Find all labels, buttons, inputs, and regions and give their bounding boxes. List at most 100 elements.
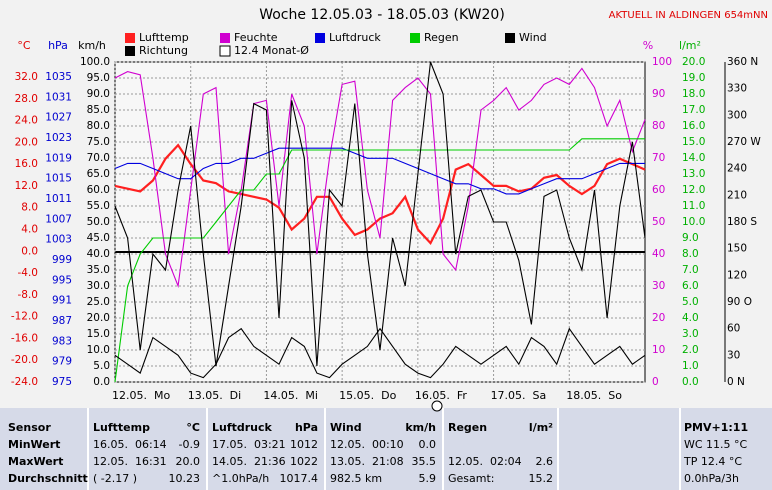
y-tick-label: 300 xyxy=(727,109,747,121)
y-tick-label: 75.0 xyxy=(87,136,110,148)
y-tick-label: 1027 xyxy=(45,112,72,124)
y-tick-label: 30 xyxy=(727,349,740,361)
table-cell: 1012 xyxy=(290,438,318,451)
y-tick-label: 19.0 xyxy=(682,72,705,84)
y-tick-label: 50.0 xyxy=(87,216,110,228)
table-cell: 13.05. 21:08 xyxy=(330,455,404,468)
y-tick-label: 0.0 xyxy=(93,376,110,388)
legend-swatch xyxy=(219,45,231,57)
y-tick-label: 20 xyxy=(652,312,665,324)
y-tick-label: 20.0 xyxy=(682,56,705,68)
y-tick-label: 0 xyxy=(652,376,659,388)
y-tick-label: 40.0 xyxy=(87,248,110,260)
x-tick-label: 16.05. Fr xyxy=(415,389,468,402)
table-cell: MaxWert xyxy=(8,455,63,468)
series-line xyxy=(114,138,645,383)
x-tick-label: 14.05. Mi xyxy=(263,389,318,402)
table-cell: 14.05. 21:36 xyxy=(212,455,286,468)
y-tick-label: 0.0 xyxy=(682,376,699,388)
y-tick-label: 20.0 xyxy=(87,312,110,324)
y-tick-label: 16.0 xyxy=(682,120,705,132)
y-tick-label: 10.0 xyxy=(87,344,110,356)
y-tick-label: 999 xyxy=(52,254,72,266)
legend-label: 12.4 Monat-Ø xyxy=(234,44,309,57)
table-cell: 2.6 xyxy=(536,455,554,468)
legend-swatch xyxy=(125,46,135,56)
y-tick-label: 979 xyxy=(52,356,72,368)
y-tick-label: 150 xyxy=(727,243,747,255)
y-tick-label: 12.0 xyxy=(15,180,38,192)
x-tick-label: 13.05. Di xyxy=(188,389,242,402)
y-tick-label: 70.0 xyxy=(87,152,110,164)
table-background xyxy=(0,408,772,490)
y-tick-label: 30 xyxy=(652,280,665,292)
table-cell: 12.05. 02:04 xyxy=(448,455,522,468)
table-cell: 982.5 km xyxy=(330,472,382,485)
y-tick-label: 1015 xyxy=(45,173,72,185)
y-tick-label: 1035 xyxy=(45,71,72,83)
table-cell: 17.05. 03:21 xyxy=(212,438,286,451)
y-tick-label: 15.0 xyxy=(87,328,110,340)
legend-label: Lufttemp xyxy=(139,31,189,44)
y-tick-label: 995 xyxy=(52,274,72,286)
table-cell: ^1.0hPa/h xyxy=(212,472,269,485)
y-tick-label: 4.0 xyxy=(21,224,38,236)
table-header: °C xyxy=(186,421,200,434)
y-tick-label: 987 xyxy=(52,315,72,327)
series-line xyxy=(114,327,646,379)
table-header: km/h xyxy=(405,421,436,434)
legend-swatch xyxy=(505,33,515,43)
y-tick-label: 1007 xyxy=(45,213,72,225)
legend-swatch xyxy=(220,33,230,43)
y-tick-label: 7.0 xyxy=(682,264,699,276)
y-tick-label: 10.0 xyxy=(682,216,705,228)
y-tick-label: 330 xyxy=(727,83,747,95)
y-tick-label: 4.0 xyxy=(682,312,699,324)
y-tick-label: 18.0 xyxy=(682,88,705,100)
series-line xyxy=(114,147,645,195)
y-tick-label: 8.0 xyxy=(682,248,699,260)
legend-swatch xyxy=(315,33,325,43)
y-tick-label: 1011 xyxy=(45,193,72,205)
y-tick-label: 90 xyxy=(652,88,665,100)
y-tick-label: 90 O xyxy=(727,296,752,308)
y-tick-label: 95.0 xyxy=(87,72,110,84)
y-tick-label: 45.0 xyxy=(87,232,110,244)
y-tick-label: 120 xyxy=(727,269,747,281)
y-tick-label: 1031 xyxy=(45,91,72,103)
y-tick-label: 210 xyxy=(727,189,747,201)
y-tick-label: 12.0 xyxy=(682,184,705,196)
axis-unit-label: hPa xyxy=(48,39,68,52)
y-tick-label: 0.0 xyxy=(21,245,38,257)
x-tick-label: 18.05. So xyxy=(566,389,622,402)
y-tick-label: 24.0 xyxy=(15,115,38,127)
y-tick-label: 20.0 xyxy=(15,136,38,148)
y-tick-label: 15.0 xyxy=(682,136,705,148)
y-tick-label: -20.0 xyxy=(11,354,38,366)
y-tick-label: 60 xyxy=(652,184,665,196)
table-cell: MinWert xyxy=(8,438,60,451)
y-tick-label: -16.0 xyxy=(11,332,38,344)
table-header: hPa xyxy=(295,421,318,434)
y-tick-label: 1019 xyxy=(45,152,72,164)
y-tick-label: 13.0 xyxy=(682,168,705,180)
y-tick-label: 5.0 xyxy=(682,296,699,308)
table-cell: 0.0 xyxy=(419,438,437,451)
y-tick-label: 0 N xyxy=(727,376,745,388)
table-header: Wind xyxy=(330,421,362,434)
table-cell: Gesamt: xyxy=(448,472,495,485)
table-cell: 15.2 xyxy=(529,472,554,485)
y-tick-label: 991 xyxy=(52,295,72,307)
y-tick-label: 90.0 xyxy=(87,88,110,100)
y-tick-label: 17.0 xyxy=(682,104,705,116)
y-tick-label: 975 xyxy=(52,376,72,388)
scroll-handle[interactable] xyxy=(431,400,443,412)
table-cell: 12.05. 00:10 xyxy=(330,438,404,451)
y-tick-label: 1023 xyxy=(45,132,72,144)
table-cell: 16.05. 06:14 xyxy=(93,438,167,451)
y-tick-label: -4.0 xyxy=(18,267,39,279)
table-cell: WC 11.5 °C xyxy=(684,438,748,451)
y-tick-label: 70 xyxy=(652,152,665,164)
table-cell: 10.23 xyxy=(169,472,201,485)
table-header: Regen xyxy=(448,421,487,434)
